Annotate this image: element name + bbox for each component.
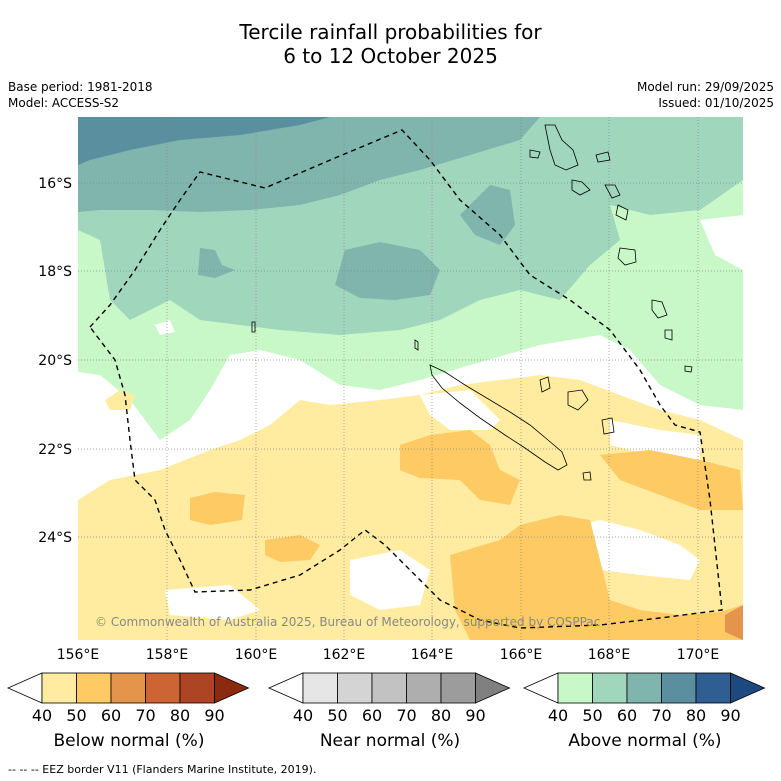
near-colorbar-segment xyxy=(371,672,407,704)
near-colorbar-tick: 90 xyxy=(465,706,485,725)
above-normal-70-patch-3 xyxy=(198,248,235,278)
near-colorbar-segment xyxy=(337,672,373,704)
above-normal-label: Above normal (%) xyxy=(568,731,722,751)
above-colorbar-segment xyxy=(661,672,697,704)
lon-label: 158°E xyxy=(146,647,189,663)
eez-border xyxy=(89,129,723,629)
lat-label: 18°S xyxy=(38,264,72,280)
above-colorbar-max-extend xyxy=(730,672,766,704)
near-colorbar-min-extend xyxy=(268,672,304,704)
lat-label: 20°S xyxy=(38,353,72,369)
map-plot-area: © Commonwealth of Australia 2025, Bureau… xyxy=(78,117,743,640)
lon-label: 156°E xyxy=(57,647,100,663)
eez-footnote: -- -- -- EEZ border V11 (Flanders Marine… xyxy=(8,763,317,776)
below-colorbar-segment xyxy=(110,672,146,704)
above-normal-80-region xyxy=(78,117,330,165)
map-title-line2: 6 to 12 October 2025 xyxy=(283,44,498,68)
map-title-line1: Tercile rainfall probabilities for xyxy=(239,20,542,44)
below-colorbar-segment xyxy=(145,672,181,704)
above-normal-70-patch-2 xyxy=(460,185,515,245)
near-colorbar-max-extend xyxy=(475,672,511,704)
below-colorbar-tick: 50 xyxy=(66,706,86,725)
above-colorbar-segment xyxy=(695,672,731,704)
above-colorbar-tick: 70 xyxy=(651,706,671,725)
below-normal-60-patch-2 xyxy=(265,535,320,562)
lat-label: 24°S xyxy=(38,530,72,546)
near-colorbar-segment xyxy=(440,672,476,704)
below-colorbar-min-extend xyxy=(7,672,43,704)
near-colorbar-tick: 80 xyxy=(431,706,451,725)
below-colorbar-tick: 90 xyxy=(204,706,224,725)
below-normal-60-patch-4 xyxy=(600,450,743,510)
lon-label: 160°E xyxy=(235,647,278,663)
below-normal-label: Below normal (%) xyxy=(53,731,205,751)
above-colorbar-segment xyxy=(626,672,662,704)
above-normal-70-region xyxy=(78,117,540,212)
lat-label: 22°S xyxy=(38,442,72,458)
near-colorbar-tick: 40 xyxy=(293,706,313,725)
lon-label: 170°E xyxy=(677,647,720,663)
lat-lon-grid xyxy=(78,117,743,640)
issued-date: Issued: 01/10/2025 xyxy=(658,96,774,110)
lat-label: 16°S xyxy=(38,176,72,192)
lon-label: 168°E xyxy=(588,647,631,663)
colorbar-legend: 40 50 60 70 80 90 40 50 60 70 80 90 40 50 60 70 80 90 xyxy=(7,672,766,725)
below-normal-60-patch xyxy=(190,492,245,525)
above-colorbar-segment xyxy=(557,672,593,704)
below-normal-70-region xyxy=(725,605,743,640)
near-colorbar-tick: 60 xyxy=(362,706,382,725)
near-colorbar-tick: 50 xyxy=(327,706,347,725)
above-colorbar-tick: 90 xyxy=(720,706,740,725)
below-colorbar-tick: 40 xyxy=(32,706,52,725)
near-colorbar-segment xyxy=(406,672,442,704)
lon-label: 164°E xyxy=(411,647,454,663)
below-colorbar-tick: 80 xyxy=(170,706,190,725)
new-caledonia-outline xyxy=(429,364,568,471)
below-colorbar-segment xyxy=(76,672,112,704)
below-normal-60-patch-3 xyxy=(450,515,743,640)
above-colorbar-tick: 60 xyxy=(617,706,637,725)
model-name: Model: ACCESS-S2 xyxy=(8,96,120,110)
below-colorbar-segment xyxy=(41,672,77,704)
above-colorbar-tick: 40 xyxy=(548,706,568,725)
below-colorbar-segment xyxy=(179,672,215,704)
above-colorbar-min-extend xyxy=(523,672,559,704)
below-colorbar-tick: 60 xyxy=(101,706,121,725)
above-colorbar-segment xyxy=(592,672,628,704)
island-outlines xyxy=(251,124,693,481)
near-colorbar-tick: 70 xyxy=(396,706,416,725)
near-colorbar-segment xyxy=(302,672,338,704)
lon-label: 162°E xyxy=(323,647,366,663)
below-colorbar-max-extend xyxy=(214,672,250,704)
model-run: Model run: 29/09/2025 xyxy=(636,80,774,94)
copyright-text: © Commonwealth of Australia 2025, Bureau… xyxy=(95,615,600,629)
base-period: Base period: 1981-2018 xyxy=(8,80,153,94)
below-colorbar-tick: 70 xyxy=(135,706,155,725)
above-colorbar-tick: 50 xyxy=(582,706,602,725)
above-colorbar-tick: 80 xyxy=(686,706,706,725)
near-normal-label: Near normal (%) xyxy=(319,731,461,751)
lon-label: 166°E xyxy=(500,647,543,663)
axis-labels: 156°E 158°E 160°E 162°E 164°E 166°E 168°… xyxy=(38,176,719,663)
